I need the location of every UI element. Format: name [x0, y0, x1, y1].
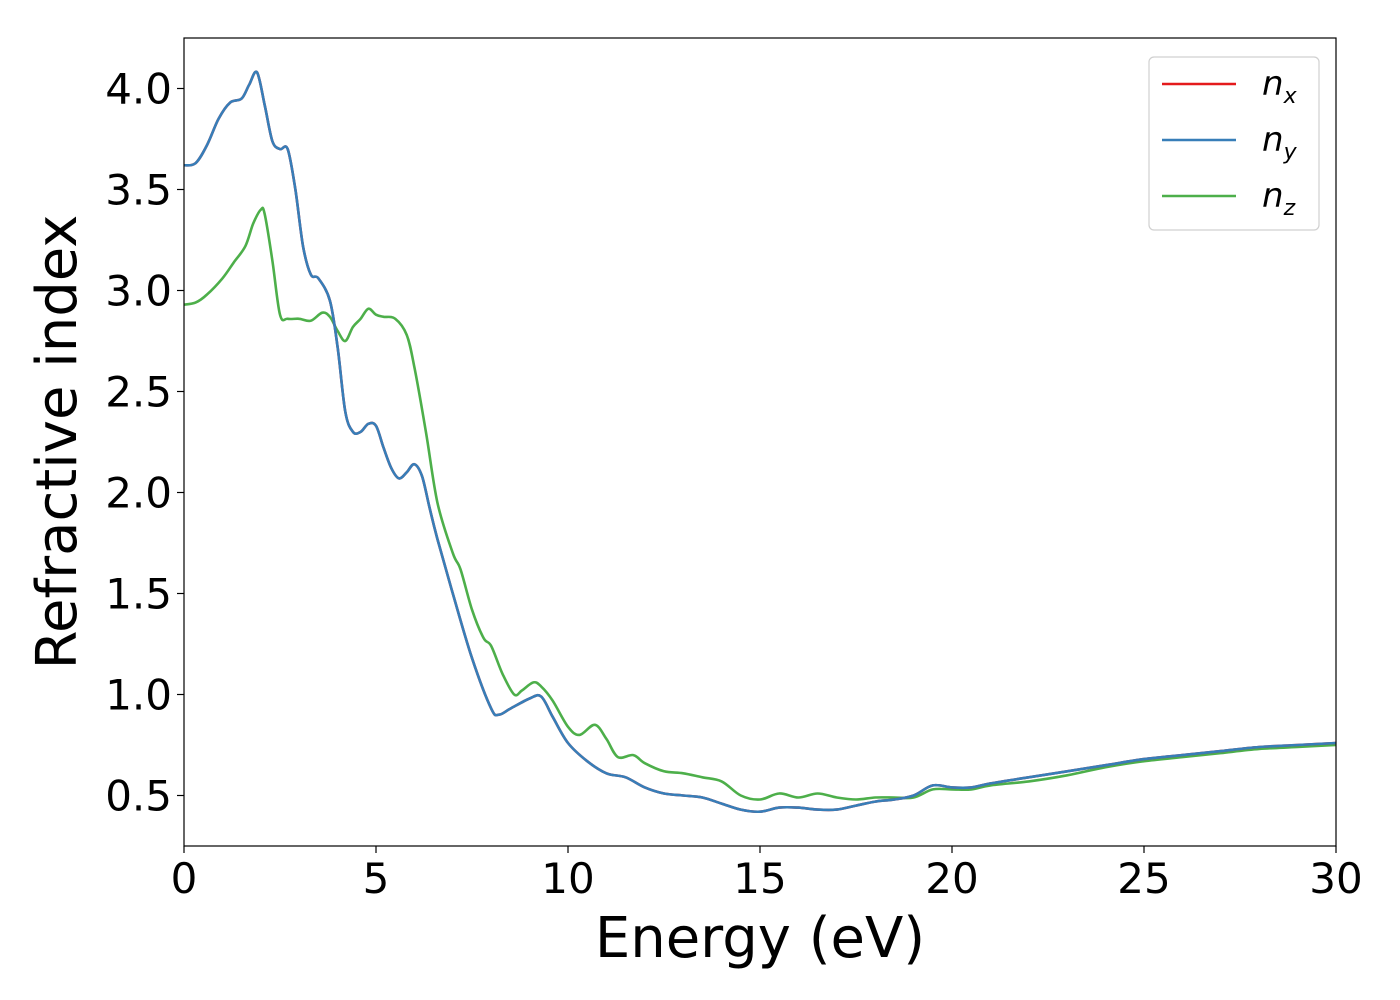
series-lines	[183, 70, 1337, 814]
y-axis-title: Refractive index	[25, 215, 90, 670]
series-line-y	[183, 70, 1337, 814]
x-tick-label: 5	[363, 854, 390, 903]
y-tick-label: 1.5	[105, 570, 172, 619]
x-tick-label: 25	[1117, 854, 1170, 903]
x-tick-label: 0	[171, 854, 198, 903]
legend-box	[1148, 56, 1320, 231]
y-tick-label: 4.0	[105, 65, 172, 114]
y-tick-label: 1.0	[105, 671, 172, 720]
y-tick-label: 2.0	[105, 469, 172, 518]
legend-label-y: ny	[1262, 120, 1298, 165]
legend-label-z: nz	[1262, 176, 1296, 221]
x-tick-label: 30	[1309, 854, 1362, 903]
y-tick-label: 2.5	[105, 368, 172, 417]
x-tick-label: 20	[925, 854, 978, 903]
legend: nx ny nz	[1148, 56, 1320, 231]
y-tick-label: 0.5	[105, 772, 172, 821]
x-axis-ticks: 0 5 10 15 20 25 30	[171, 846, 1363, 903]
x-axis-title: Energy (eV)	[595, 906, 925, 971]
y-tick-label: 3.5	[105, 166, 172, 215]
y-axis-ticks: 0.5 1.0 1.5 2.0 2.5 3.0 3.5 4.0	[105, 65, 184, 821]
y-tick-label: 3.0	[105, 267, 172, 316]
x-tick-label: 15	[733, 854, 786, 903]
legend-label-x: nx	[1262, 64, 1298, 109]
x-tick-label: 10	[541, 854, 594, 903]
series-line-z	[183, 206, 1337, 801]
